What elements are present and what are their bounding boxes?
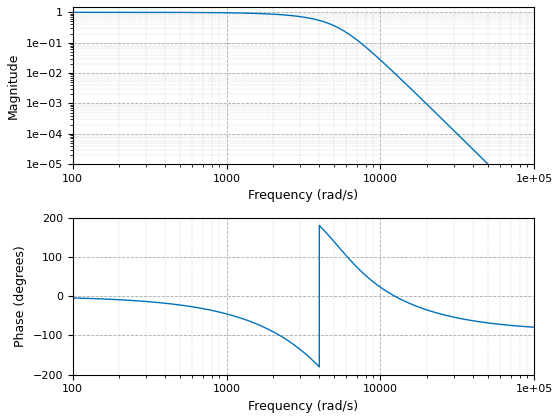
X-axis label: Frequency (rad/s): Frequency (rad/s) [249, 400, 358, 413]
Y-axis label: Magnitude: Magnitude [7, 52, 20, 119]
Y-axis label: Phase (degrees): Phase (degrees) [14, 245, 27, 347]
X-axis label: Frequency (rad/s): Frequency (rad/s) [249, 189, 358, 202]
